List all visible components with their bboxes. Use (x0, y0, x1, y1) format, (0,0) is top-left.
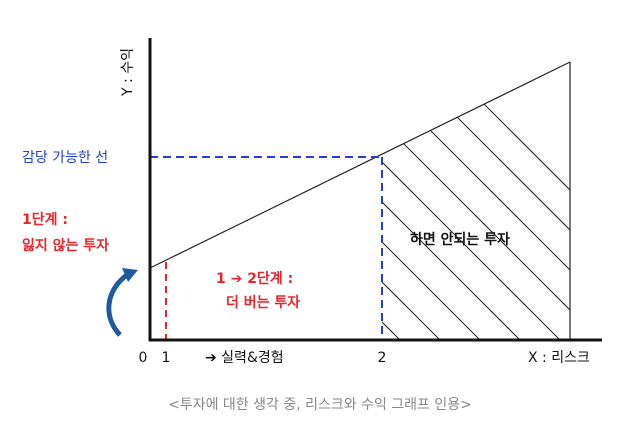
arrow-head (122, 268, 138, 282)
mark-2-label: 2 (378, 350, 387, 366)
return-line (149, 61, 571, 269)
origin-label: 0 (139, 350, 148, 366)
x-progress: ➔ 실력&경험 (205, 350, 284, 366)
affordable-label: 감당 가능한 선 (22, 150, 108, 166)
curved-arrow (106, 272, 130, 337)
y-label: Y : 수익 (120, 48, 136, 97)
forbidden-label: 하면 안되는 투자 (410, 231, 510, 248)
mark-1-label: 1 (162, 350, 171, 366)
stage2-title: 1 ➔ 2단계 : (216, 270, 293, 287)
stage1-desc: 잃지 않는 투자 (22, 237, 109, 254)
stage1-title: 1단계 : (22, 211, 68, 228)
caption: <투자에 대한 생각 중, 리스크와 수익 그래프 인용> (168, 397, 472, 413)
x-label: X : 리스크 (528, 350, 590, 366)
hatch (382, 62, 570, 340)
stage2-desc: 더 버는 투자 (226, 294, 300, 311)
